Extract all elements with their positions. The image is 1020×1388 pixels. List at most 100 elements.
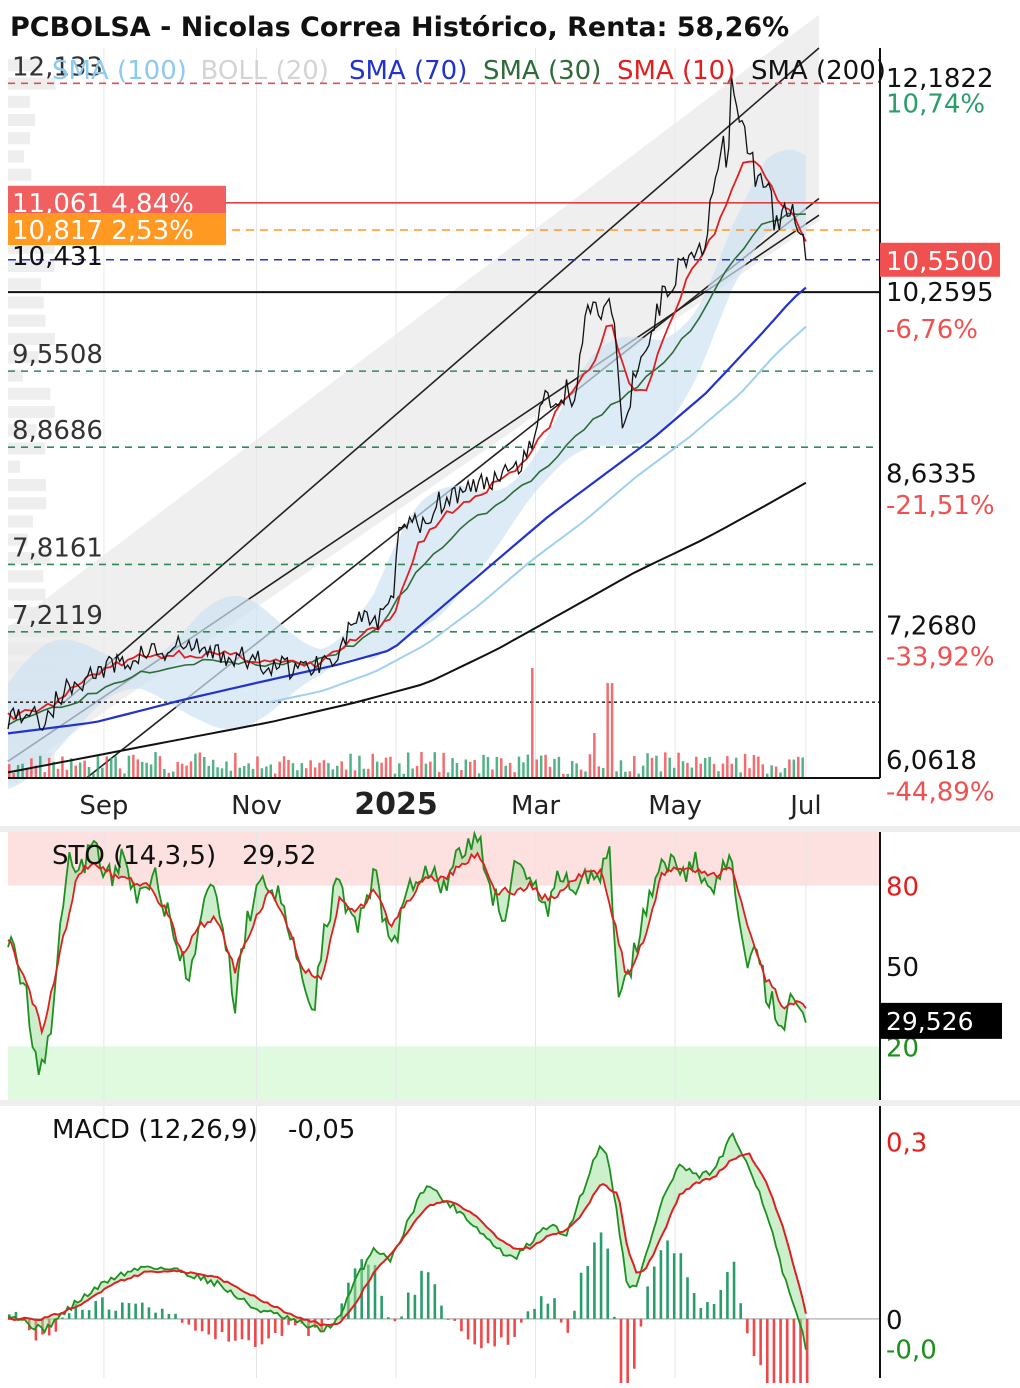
volume-bar xyxy=(123,773,126,778)
macd-histogram-bar xyxy=(679,1253,683,1319)
volume-bar xyxy=(783,767,787,778)
macd-histogram-bar xyxy=(327,1318,330,1320)
sto-current-box xyxy=(880,1002,1002,1039)
volume-bar xyxy=(420,752,423,778)
volume-bar xyxy=(282,756,286,778)
legend-entry: SMA (30) xyxy=(483,56,601,86)
macd-histogram-bar xyxy=(460,1318,463,1332)
volume-bar xyxy=(291,763,295,778)
volume-bar xyxy=(464,759,468,778)
sto-current-label: 29,526 xyxy=(886,1007,973,1036)
level-label: 10,431 xyxy=(12,242,103,272)
volume-bar xyxy=(437,772,441,778)
macd-histogram-bar xyxy=(593,1242,596,1319)
volume-bar xyxy=(779,772,782,778)
volume-bar xyxy=(517,756,521,778)
macd-histogram-bar xyxy=(426,1272,430,1319)
macd-histogram-bar xyxy=(87,1310,91,1319)
macd-histogram-bar xyxy=(107,1309,111,1319)
volume-bar xyxy=(477,773,481,778)
right-axis-label: 10,2595 xyxy=(886,278,994,308)
volume-bar xyxy=(522,762,525,778)
volume-profile-bar xyxy=(8,442,46,455)
volume-bar xyxy=(468,761,472,778)
volume-bar xyxy=(47,757,51,778)
macd-histogram-bar xyxy=(613,1316,616,1319)
macd-histogram-bar xyxy=(453,1318,457,1321)
macd-value: -0,05 xyxy=(288,1115,355,1145)
macd-histogram-bar xyxy=(14,1311,18,1319)
volume-profile-bar xyxy=(8,260,55,272)
macd-histogram-bar xyxy=(433,1284,437,1319)
volume-bar xyxy=(765,773,769,778)
volume-bar xyxy=(761,764,765,778)
volume-bar xyxy=(637,773,640,778)
macd-histogram-bar xyxy=(194,1318,197,1331)
macd-histogram-bar xyxy=(513,1318,516,1337)
macd-histogram-bar xyxy=(559,1318,563,1323)
sto-fill xyxy=(8,833,806,1075)
macd-histogram-bar xyxy=(446,1318,450,1320)
volume-bar xyxy=(788,759,791,778)
volume-bar xyxy=(473,759,476,778)
volume-bar xyxy=(136,759,140,778)
volume-bar xyxy=(593,733,596,778)
macd-histogram-bar xyxy=(140,1302,144,1319)
macd-histogram-bar xyxy=(367,1264,370,1319)
volume-bar xyxy=(721,763,725,778)
volume-bar xyxy=(327,763,330,778)
macd-histogram-bar xyxy=(546,1303,550,1319)
volume-bar xyxy=(43,772,46,778)
macd-level-label: 0,3 xyxy=(886,1128,927,1158)
macd-histogram-bar xyxy=(486,1318,490,1344)
macd-histogram-bar xyxy=(692,1293,696,1319)
macd-histogram-bar xyxy=(154,1312,157,1319)
macd-histogram-bar xyxy=(732,1261,736,1319)
bollinger-band-fill xyxy=(8,149,806,790)
volume-bar xyxy=(553,758,556,778)
volume-bar xyxy=(362,768,366,778)
macd-histogram-bar xyxy=(247,1318,250,1341)
volume-bar xyxy=(672,767,676,778)
macd-signal-line xyxy=(7,1152,807,1327)
volume-bar xyxy=(367,768,370,778)
macd-histogram-bar xyxy=(187,1318,191,1325)
volume-bar xyxy=(734,757,738,778)
volume-bar xyxy=(774,766,778,778)
volume-bar xyxy=(158,756,162,778)
volume-bar xyxy=(513,772,516,778)
macd-histogram-bar xyxy=(413,1294,417,1319)
volume-bar xyxy=(238,767,241,778)
volume-bar xyxy=(659,771,663,778)
volume-bar xyxy=(393,773,397,778)
macd-histogram-bar xyxy=(234,1318,237,1341)
macd-histogram-bar xyxy=(619,1318,623,1388)
macd-histogram-bar xyxy=(466,1318,470,1340)
volume-bar xyxy=(313,767,317,778)
level-label: 9,5508 xyxy=(12,340,103,370)
sma100-line xyxy=(269,325,807,704)
macd-histogram-bar xyxy=(406,1292,410,1319)
volume-bar xyxy=(140,761,144,778)
sto-level-label: 80 xyxy=(886,873,919,903)
legend-entry: SMA (200) xyxy=(751,56,886,86)
macd-histogram-bar xyxy=(646,1286,649,1319)
volume-bar xyxy=(265,766,268,778)
macd-histogram-bar xyxy=(67,1313,71,1319)
volume-bar xyxy=(730,763,734,778)
macd-histogram-bar xyxy=(633,1318,636,1369)
macd-histogram-bar xyxy=(752,1318,756,1357)
volume-bar xyxy=(668,757,671,778)
volume-bar xyxy=(402,773,406,778)
volume-bar xyxy=(74,765,77,778)
volume-bar xyxy=(411,768,414,778)
sma30-line xyxy=(7,212,806,726)
volume-bar xyxy=(251,768,255,778)
macd-histogram-bar xyxy=(180,1318,184,1323)
volume-bar xyxy=(579,769,583,778)
volume-bar xyxy=(118,768,122,778)
volume-profile-bar xyxy=(8,497,47,510)
volume-bar xyxy=(225,761,228,778)
volume-bar xyxy=(70,758,73,778)
